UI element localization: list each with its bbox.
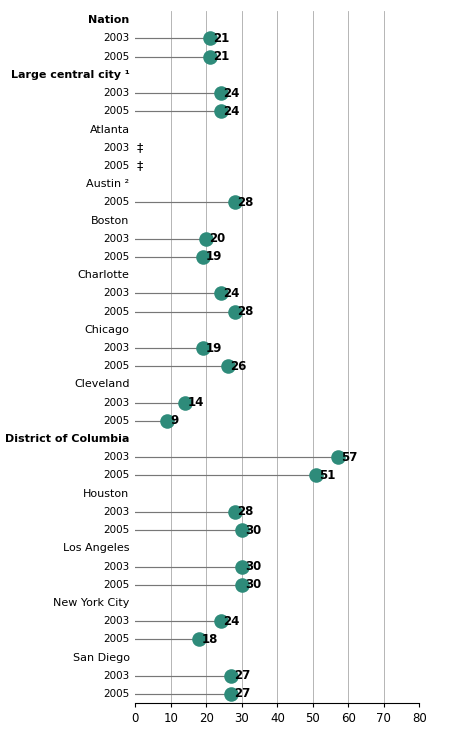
Text: 2005: 2005 [103, 161, 129, 171]
Text: 2005: 2005 [103, 525, 129, 535]
Text: 2003: 2003 [103, 671, 129, 681]
Point [199, 251, 207, 263]
Text: 2003: 2003 [103, 562, 129, 571]
Text: 26: 26 [230, 360, 247, 373]
Text: 20: 20 [209, 232, 226, 246]
Point [199, 342, 207, 354]
Text: 18: 18 [202, 633, 218, 646]
Text: 2005: 2005 [103, 580, 129, 590]
Text: 27: 27 [234, 670, 250, 682]
Text: 2003: 2003 [103, 33, 129, 43]
Text: ‡: ‡ [137, 141, 143, 154]
Text: 2005: 2005 [103, 252, 129, 262]
Point [217, 287, 224, 299]
Text: 2003: 2003 [103, 452, 129, 462]
Text: 2003: 2003 [103, 88, 129, 98]
Text: 2005: 2005 [103, 362, 129, 371]
Text: 2005: 2005 [103, 197, 129, 208]
Text: 2003: 2003 [103, 143, 129, 153]
Point [238, 579, 245, 591]
Point [224, 360, 231, 372]
Point [334, 452, 341, 464]
Text: ‡: ‡ [137, 159, 143, 173]
Point [238, 524, 245, 536]
Text: 24: 24 [223, 105, 240, 118]
Point [228, 688, 235, 700]
Text: 2005: 2005 [103, 689, 129, 699]
Text: Los Angeles: Los Angeles [63, 543, 129, 554]
Text: 2005: 2005 [103, 307, 129, 317]
Text: New York City: New York City [53, 598, 129, 608]
Point [231, 506, 239, 518]
Point [196, 633, 203, 645]
Text: Boston: Boston [91, 216, 129, 225]
Point [231, 196, 239, 208]
Text: 2005: 2005 [103, 635, 129, 644]
Point [231, 306, 239, 318]
Text: 27: 27 [234, 687, 250, 700]
Point [206, 51, 213, 62]
Text: 2005: 2005 [103, 51, 129, 62]
Point [217, 106, 224, 118]
Text: 30: 30 [245, 578, 261, 591]
Point [164, 415, 171, 427]
Text: 9: 9 [170, 414, 178, 427]
Text: 19: 19 [206, 251, 222, 263]
Text: 30: 30 [245, 560, 261, 573]
Text: 2005: 2005 [103, 470, 129, 481]
Point [181, 397, 189, 408]
Text: 2005: 2005 [103, 106, 129, 116]
Text: 2003: 2003 [103, 343, 129, 353]
Text: 24: 24 [223, 615, 240, 628]
Text: Chicago: Chicago [85, 325, 129, 335]
Text: 28: 28 [238, 305, 254, 318]
Text: Austin ²: Austin ² [87, 179, 129, 189]
Point [217, 615, 224, 627]
Point [217, 87, 224, 99]
Text: Cleveland: Cleveland [74, 379, 129, 389]
Point [313, 469, 320, 481]
Text: 21: 21 [213, 50, 229, 63]
Text: 2003: 2003 [103, 289, 129, 298]
Text: 2003: 2003 [103, 507, 129, 517]
Text: 2003: 2003 [103, 234, 129, 244]
Text: District of Columbia: District of Columbia [5, 434, 129, 444]
Text: 2005: 2005 [103, 416, 129, 426]
Text: 24: 24 [223, 86, 240, 100]
Text: 24: 24 [223, 287, 240, 300]
Text: 28: 28 [238, 196, 254, 209]
Text: 21: 21 [213, 32, 229, 45]
Text: 57: 57 [341, 451, 357, 464]
Text: 28: 28 [238, 505, 254, 519]
Point [228, 670, 235, 682]
Text: Charlotte: Charlotte [78, 270, 129, 280]
Point [238, 560, 245, 572]
Point [206, 33, 213, 45]
Text: 2003: 2003 [103, 397, 129, 408]
Point [203, 233, 210, 245]
Text: San Diego: San Diego [73, 652, 129, 663]
Text: 51: 51 [319, 469, 336, 482]
Text: 2003: 2003 [103, 616, 129, 626]
Text: Large central city ¹: Large central city ¹ [11, 70, 129, 80]
Text: Houston: Houston [83, 489, 129, 498]
Text: 30: 30 [245, 524, 261, 536]
Text: Nation: Nation [88, 16, 129, 25]
Text: Atlanta: Atlanta [89, 124, 129, 135]
Text: 19: 19 [206, 341, 222, 354]
Text: 14: 14 [188, 396, 204, 409]
